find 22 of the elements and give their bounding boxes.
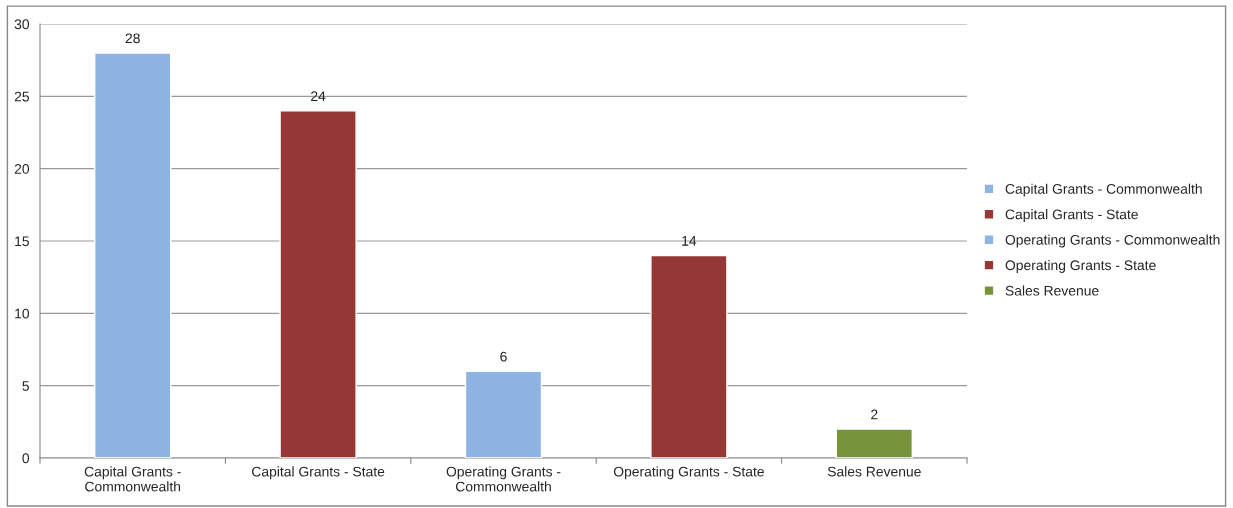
y-tick-label: 25	[14, 91, 29, 102]
data-label: 2	[871, 409, 878, 420]
y-tick-label: 20	[14, 164, 30, 174]
legend-label: Capital Grants - State	[1005, 209, 1138, 223]
y-tick-label: 30	[14, 19, 30, 30]
legend-label: Operating Grants - Commonwealth	[1005, 234, 1220, 248]
y-tick-label: 5	[22, 381, 29, 391]
x-tick-label: Capital Grants - State	[252, 466, 385, 480]
legend-label: Sales Revenue	[1005, 285, 1099, 296]
data-label: 28	[125, 33, 140, 44]
x-tick-label: Sales Revenue	[827, 466, 921, 477]
x-tick-label: Operating Grants - Commonwealth	[446, 466, 561, 492]
x-tick-label: Capital Grants - Commonwealth	[84, 466, 181, 492]
data-label: 6	[500, 351, 507, 362]
legend-label: Operating Grants - State	[1005, 259, 1156, 273]
y-tick-label: 0	[22, 453, 30, 464]
data-label: 24	[311, 91, 326, 101]
legend-label: Capital Grants - Commonwealth	[1005, 183, 1202, 197]
y-tick-label: 15	[15, 236, 29, 247]
x-tick-label: Operating Grants - State	[613, 466, 764, 480]
y-tick-label: 10	[15, 308, 30, 319]
data-label: 14	[682, 236, 697, 246]
